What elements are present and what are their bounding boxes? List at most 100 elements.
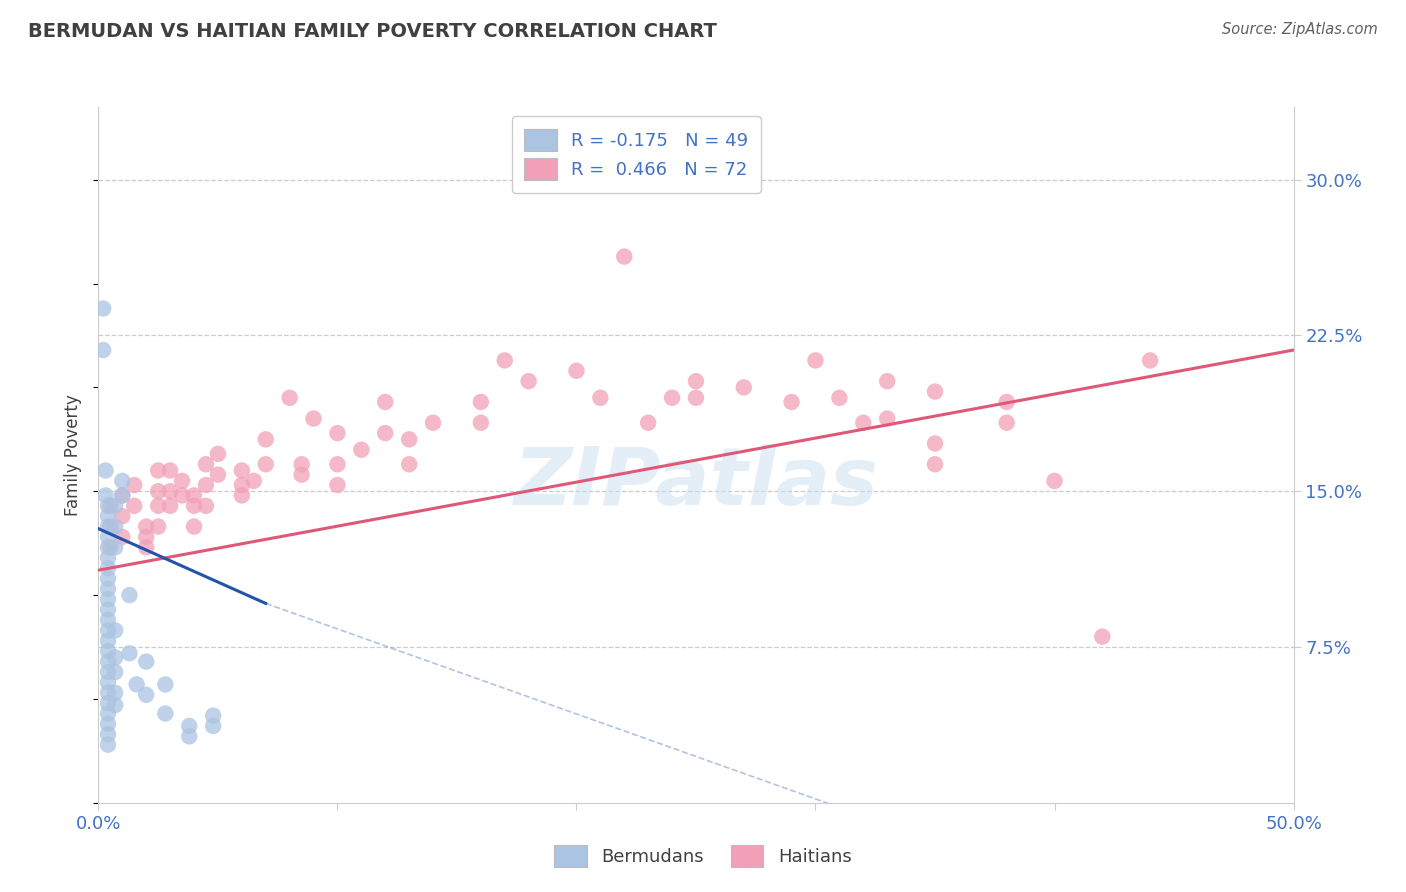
Point (194, 457, 218, 471)
Point (97, 738, 120, 752)
Point (202, 719, 225, 733)
Point (183, 519, 205, 533)
Point (565, 364, 588, 378)
Point (254, 433, 277, 447)
Point (924, 384, 946, 399)
Point (97, 613, 120, 627)
Point (104, 698, 127, 713)
Point (159, 463, 181, 477)
Point (243, 474, 266, 488)
Point (104, 650, 127, 665)
Point (398, 433, 420, 447)
Point (470, 416, 492, 430)
Point (97, 706, 120, 721)
Point (207, 467, 229, 482)
Point (94, 488, 117, 502)
Point (111, 488, 134, 502)
Point (135, 688, 157, 702)
Point (326, 457, 349, 471)
Point (733, 380, 755, 394)
Point (398, 457, 420, 471)
Point (685, 374, 707, 388)
Point (661, 391, 683, 405)
Point (924, 436, 946, 450)
Point (97, 644, 120, 658)
Point (1139, 353, 1161, 368)
Point (202, 708, 225, 723)
Point (148, 519, 170, 533)
Point (97, 633, 120, 648)
Point (374, 426, 396, 441)
Point (179, 729, 201, 743)
Point (1043, 474, 1066, 488)
Point (172, 488, 194, 502)
Point (780, 395, 803, 409)
Point (155, 706, 177, 721)
Point (97, 572, 120, 586)
Point (231, 478, 253, 492)
Point (104, 665, 127, 679)
Point (104, 499, 127, 513)
Point (589, 391, 612, 405)
Point (494, 353, 516, 368)
Point (97, 582, 120, 596)
Point (685, 391, 707, 405)
Point (98, 499, 122, 513)
Point (135, 541, 157, 555)
Point (111, 530, 134, 544)
Point (104, 686, 127, 700)
Point (804, 353, 827, 368)
Point (254, 457, 277, 471)
Point (94, 463, 117, 477)
Point (97, 561, 120, 575)
Text: ZIPatlas: ZIPatlas (513, 443, 879, 522)
Point (924, 457, 946, 471)
Point (159, 499, 181, 513)
Point (183, 499, 205, 513)
Point (97, 499, 120, 513)
Point (124, 499, 146, 513)
Point (111, 488, 134, 502)
Point (97, 696, 120, 710)
Point (422, 416, 444, 430)
Point (995, 416, 1018, 430)
Point (207, 447, 229, 461)
Point (91, 301, 114, 316)
Point (97, 655, 120, 669)
Point (97, 665, 120, 679)
Point (613, 250, 636, 264)
Text: Source: ZipAtlas.com: Source: ZipAtlas.com (1222, 22, 1378, 37)
Point (374, 395, 396, 409)
Point (135, 530, 157, 544)
Point (517, 374, 540, 388)
Point (97, 550, 120, 565)
Point (118, 646, 141, 660)
Point (172, 474, 194, 488)
Point (194, 478, 218, 492)
Point (194, 499, 218, 513)
Point (470, 395, 492, 409)
Point (995, 395, 1018, 409)
Point (148, 463, 170, 477)
Point (98, 541, 122, 555)
Point (97, 727, 120, 741)
Point (125, 677, 148, 691)
Point (148, 499, 170, 513)
Point (231, 463, 253, 477)
Point (104, 624, 127, 638)
Point (111, 474, 134, 488)
Point (135, 655, 157, 669)
Point (231, 488, 253, 502)
Point (183, 488, 205, 502)
Point (124, 478, 146, 492)
Point (97, 509, 120, 524)
Point (291, 467, 314, 482)
Legend: Bermudans, Haitians: Bermudans, Haitians (547, 838, 859, 874)
Point (98, 519, 122, 533)
Point (97, 686, 120, 700)
Point (97, 717, 120, 731)
Point (97, 530, 120, 544)
Point (111, 509, 134, 524)
Point (876, 411, 898, 425)
Point (97, 592, 120, 607)
